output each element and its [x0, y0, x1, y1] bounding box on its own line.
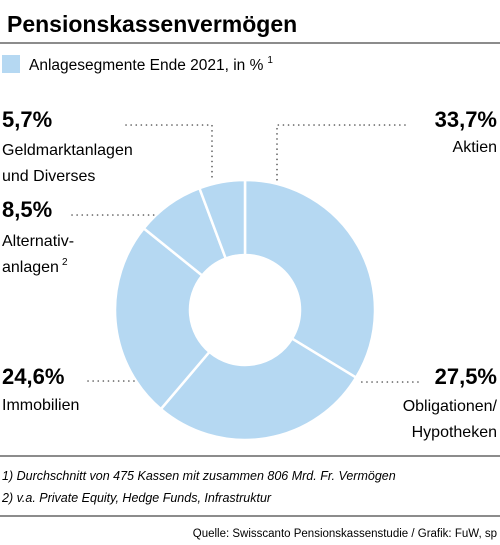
donut-slice-aktien — [243, 178, 377, 380]
leader-geldmarkt — [125, 124, 213, 179]
label-alternativ-line2: anlagen 2 — [2, 257, 68, 276]
footnote-2: 2) v.a. Private Equity, Hedge Funds, Inf… — [1, 491, 272, 505]
legend-swatch — [2, 55, 20, 73]
label-alternativ-line2-text: anlagen — [2, 259, 59, 276]
label-alternativ-line1: Alternativ- — [2, 233, 74, 250]
chart-title: Pensionskassenvermögen — [7, 11, 297, 37]
donut-slice-obligationen — [159, 336, 358, 442]
label-geldmarkt-pct: 5,7% — [2, 107, 52, 132]
label-alternativ-footnote-ref: 2 — [62, 257, 68, 268]
legend-label-text: Anlagesegmente Ende 2021, in % — [29, 57, 264, 74]
label-obligationen-line1: Obligationen/ — [403, 398, 498, 415]
label-aktien-pct: 33,7% — [435, 107, 497, 132]
label-alternativ-pct: 8,5% — [2, 197, 52, 222]
donut-slice-immobilien — [113, 226, 212, 411]
leader-aktien — [276, 124, 406, 181]
label-obligationen-pct: 27,5% — [435, 364, 497, 389]
source-credit: Quelle: Swisscanto Pensionskassenstudie … — [193, 528, 497, 540]
label-immobilien-name: Immobilien — [2, 397, 79, 414]
donut-slices — [113, 178, 377, 442]
label-aktien-name: Aktien — [453, 139, 497, 156]
label-geldmarkt-line1: Geldmarktanlagen — [2, 142, 133, 159]
legend-footnote-ref: 1 — [267, 55, 273, 66]
legend-label: Anlagesegmente Ende 2021, in % 1 — [29, 55, 273, 74]
label-geldmarkt-line2: und Diverses — [2, 168, 95, 185]
label-obligationen-line2: Hypotheken — [412, 424, 497, 441]
label-immobilien-pct: 24,6% — [2, 364, 64, 389]
donut-slice-geldmarktanlagen — [197, 178, 247, 261]
leader-lines — [71, 124, 419, 383]
footnote-1: 1) Durchschnitt von 475 Kassen mit zusam… — [2, 469, 396, 483]
